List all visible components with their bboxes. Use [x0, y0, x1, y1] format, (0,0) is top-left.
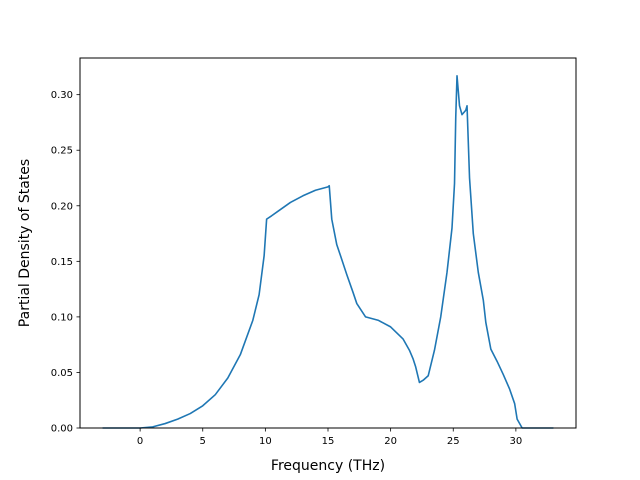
x-tick-label: 20 [384, 436, 397, 447]
x-tick-label: 5 [200, 436, 206, 447]
x-tick-label: 25 [447, 436, 460, 447]
x-tick-label: 15 [322, 436, 335, 447]
y-tick-label: 0.05 [51, 368, 73, 379]
y-tick-label: 0.30 [51, 90, 73, 101]
plot-frame [79, 57, 577, 429]
series-layer [102, 74, 554, 429]
x-axis-ticks: 0 5 10 15 20 25 30 [137, 428, 522, 447]
x-tick-label: 0 [137, 436, 143, 447]
y-tick-label: 0.20 [51, 201, 73, 212]
plot-area [80, 58, 576, 428]
y-axis-label: Partial Density of States [17, 159, 33, 327]
x-tick-label: 10 [259, 436, 272, 447]
y-tick-label: 0.00 [51, 424, 73, 435]
y-axis-ticks: 0.00 0.05 0.10 0.15 0.20 0.25 0.30 [51, 90, 80, 435]
y-tick-label: 0.10 [51, 312, 73, 323]
pdos-line [102, 74, 554, 429]
y-tick-label: 0.25 [51, 146, 73, 157]
x-axis-label: Frequency (THz) [271, 458, 385, 474]
y-tick-label: 0.15 [51, 257, 73, 268]
x-tick-label: 30 [510, 436, 523, 447]
